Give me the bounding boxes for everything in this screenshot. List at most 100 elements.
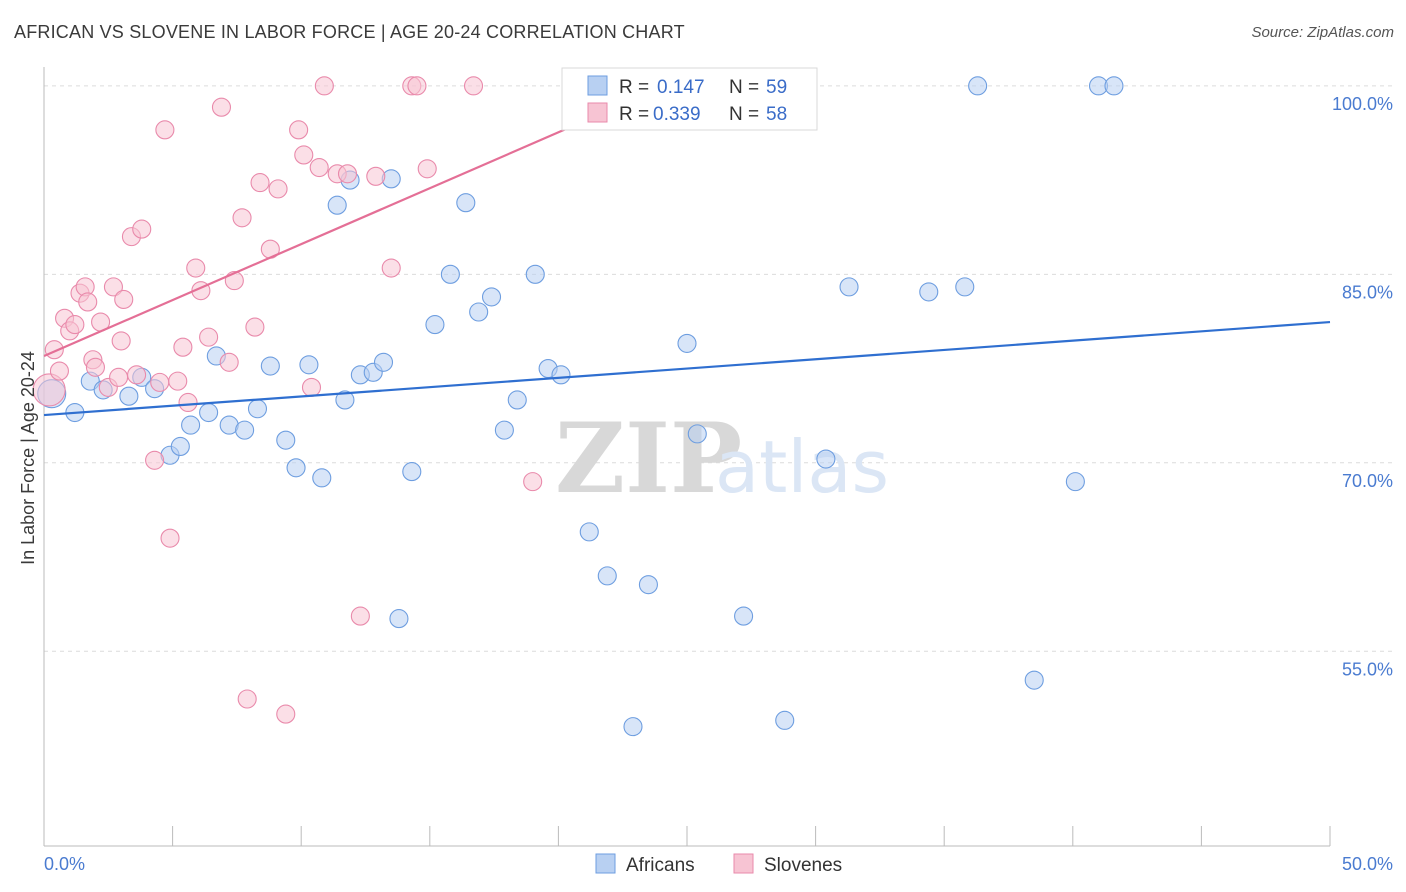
african-point-28 — [402, 462, 422, 482]
african-point-18 — [299, 355, 319, 375]
african-point-19 — [312, 468, 332, 488]
slovene-point-39 — [276, 704, 296, 724]
slovene-point-51 — [407, 76, 427, 96]
slovene-point-0 — [32, 373, 66, 407]
slovene-point-2 — [49, 361, 69, 381]
slovene-point-46 — [337, 164, 358, 184]
source-label: Source: ZipAtlas.com — [1251, 24, 1394, 41]
slovene-point-22 — [155, 120, 175, 140]
y-tick-label-3: 55.0% — [1342, 659, 1393, 679]
slovene-point-53 — [463, 76, 484, 96]
slovene-point-48 — [366, 166, 386, 186]
african-point-9 — [181, 415, 201, 435]
legend-n-label-slovenes: N = — [729, 104, 759, 125]
african-trend-line — [43, 320, 1331, 417]
slovene-point-20 — [145, 450, 165, 470]
african-point-40 — [597, 566, 617, 586]
slovene-point-35 — [245, 317, 265, 337]
legend-swatch-africans — [587, 75, 608, 96]
slovene-point-16 — [114, 289, 134, 309]
african-point-27 — [389, 609, 409, 629]
slovene-point-15 — [111, 331, 131, 351]
african-point-41 — [623, 717, 643, 737]
x-tick-label-right: 50.0% — [1342, 854, 1393, 874]
slovene-point-42 — [301, 377, 322, 397]
slovene-point-27 — [186, 258, 206, 278]
slovene-point-5 — [65, 315, 85, 335]
african-point-38 — [551, 365, 571, 385]
african-point-30 — [440, 264, 460, 284]
legend-n-value-africans: 59 — [766, 77, 787, 98]
watermark-zip: ZIP — [555, 402, 742, 515]
y-tick-labels: 100.0% 85.0% 70.0% 55.0% — [1332, 94, 1393, 679]
series-label-africans: Africans — [626, 855, 695, 876]
axes — [43, 67, 1331, 847]
african-point-32 — [469, 302, 489, 322]
african-point-25 — [373, 352, 394, 372]
slovene-point-38 — [268, 179, 288, 199]
african-point-45 — [687, 424, 707, 444]
y-axis-label: In Labor Force | Age 20-24 — [18, 351, 38, 565]
african-point-35 — [507, 390, 527, 410]
slovene-point-40 — [289, 120, 309, 140]
african-point-4 — [119, 386, 139, 406]
legend-r-value-africans: 0.147 — [657, 77, 705, 98]
african-point-20 — [327, 195, 347, 215]
legend-r-label-africans: R = — [619, 77, 649, 98]
african-point-50 — [839, 277, 859, 297]
african-point-17 — [286, 458, 306, 478]
legend-n-value-slovenes: 58 — [766, 104, 787, 125]
african-point-33 — [481, 287, 502, 307]
african-point-53 — [968, 76, 988, 96]
watermark: ZIP atlas — [555, 402, 889, 515]
african-point-48 — [775, 710, 795, 730]
slovene-point-47 — [350, 606, 370, 626]
slovene-point-41 — [294, 145, 314, 165]
slovene-point-33 — [232, 208, 252, 228]
african-point-57 — [1104, 76, 1124, 96]
slovene-point-54 — [523, 472, 543, 492]
african-point-34 — [494, 420, 514, 440]
african-point-51 — [919, 282, 939, 302]
slovene-point-49 — [381, 258, 401, 278]
series-swatch-africans — [595, 853, 616, 874]
y-tick-label-2: 70.0% — [1342, 471, 1393, 491]
chart-title: AFRICAN VS SLOVENE IN LABOR FORCE | AGE … — [14, 22, 685, 42]
slovene-point-52 — [417, 159, 437, 179]
slovene-point-23 — [160, 528, 180, 548]
african-point-15 — [260, 356, 280, 376]
legend-swatch-slovenes — [587, 102, 608, 123]
slovene-point-31 — [219, 352, 239, 372]
african-point-13 — [235, 420, 255, 440]
slovene-point-14 — [109, 367, 129, 387]
african-point-52 — [955, 277, 975, 297]
y-tick-label-1: 85.0% — [1342, 282, 1393, 302]
african-point-21 — [335, 390, 355, 410]
slovene-point-34 — [237, 689, 257, 709]
african-point-10 — [199, 402, 219, 423]
slovene-point-10 — [85, 357, 105, 377]
slovene-point-24 — [168, 371, 188, 391]
watermark-atlas: atlas — [715, 425, 889, 509]
series-label-slovenes: Slovenes — [764, 855, 842, 876]
slovene-point-44 — [314, 76, 334, 96]
legend-r-label-slovenes: R = — [619, 104, 649, 125]
african-point-8 — [170, 436, 190, 456]
gridlines — [44, 85, 1393, 652]
series-legend: Africans Slovenes — [595, 853, 842, 876]
scatter-points — [32, 76, 1124, 737]
african-point-14 — [247, 399, 268, 419]
slovene-point-25 — [173, 337, 193, 357]
african-point-54 — [1024, 670, 1044, 690]
legend-n-label-africans: N = — [729, 77, 759, 98]
african-point-47 — [734, 606, 754, 626]
slovene-point-26 — [178, 392, 198, 413]
slovene-point-36 — [250, 173, 270, 193]
slovene-point-29 — [199, 327, 219, 347]
african-point-16 — [276, 430, 296, 450]
slovene-point-19 — [132, 219, 152, 239]
african-point-49 — [816, 449, 836, 469]
african-point-42 — [638, 575, 658, 595]
correlation-legend: R = 0.147 N = 59 R = 0.339 N = 58 — [561, 67, 818, 131]
